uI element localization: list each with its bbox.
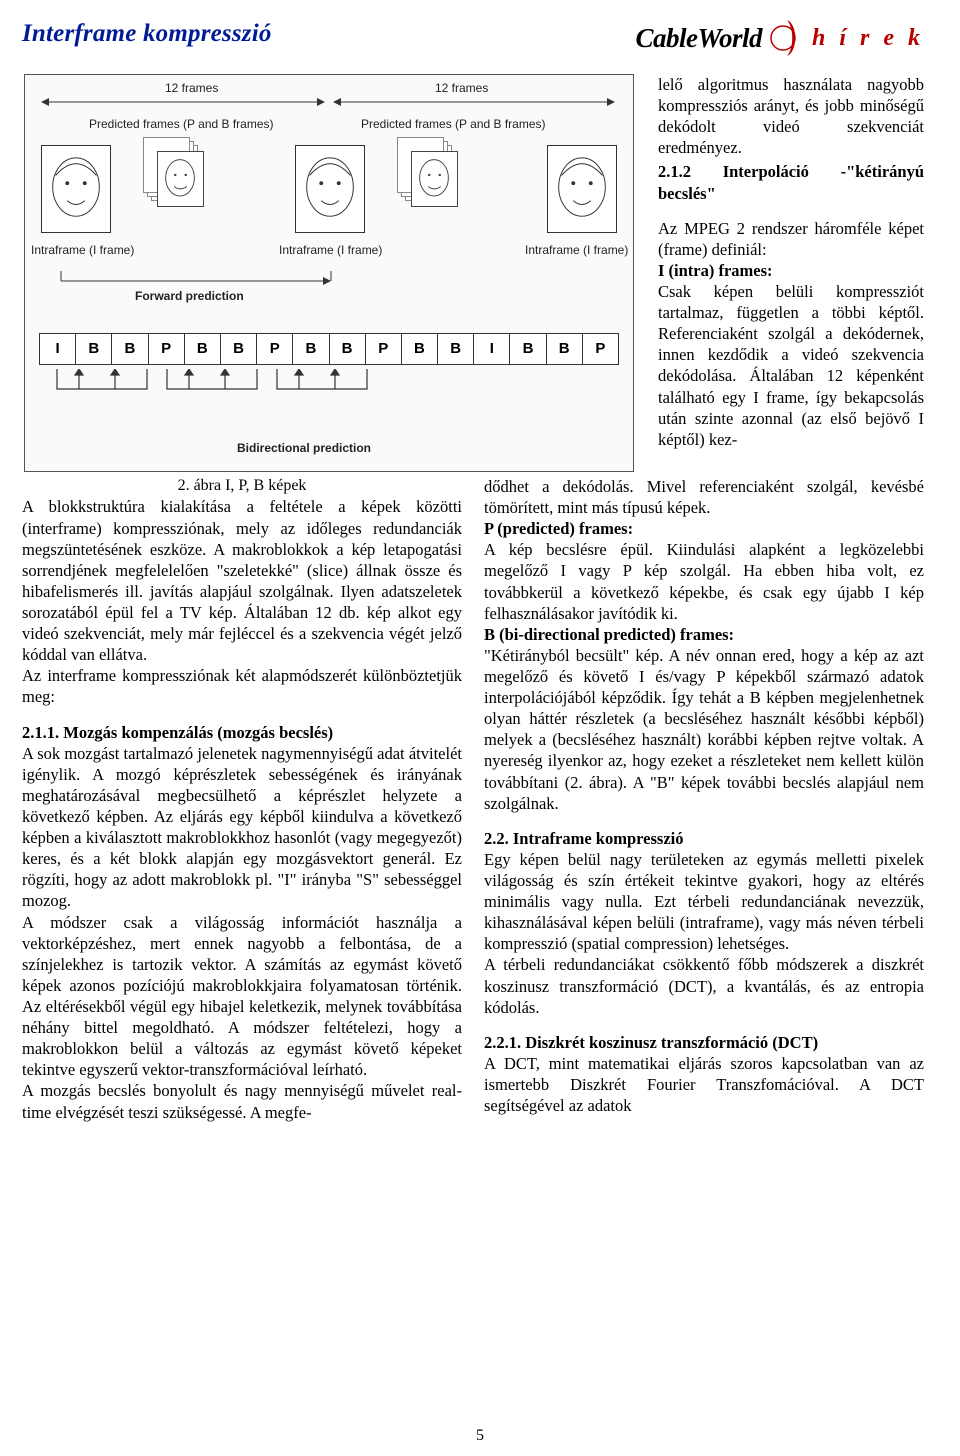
logo-subtitle: h í r e k xyxy=(812,23,924,54)
fwd-arrow xyxy=(39,271,619,301)
label-intra-2: Intraframe (I frame) xyxy=(279,243,382,258)
heading-motion: 2.1.1. Mozgás kompenzálás (mozgás becslé… xyxy=(22,722,462,743)
left-p5: A mozgás becslés bonyolult és nagy menny… xyxy=(22,1080,462,1122)
right-column: dődhet a dekódolás. Mivel referenciaként… xyxy=(484,476,924,1123)
bidir-arrows xyxy=(39,369,619,439)
heading-pframes: P (predicted) frames: xyxy=(484,518,924,539)
label-bidir: Bidirectional prediction xyxy=(237,441,371,456)
lead-para: lelő algoritmus használata nagyobb kompr… xyxy=(658,74,924,158)
dct-text: A DCT, mint matematikai eljárás szoros k… xyxy=(484,1053,924,1116)
gop-cell: P xyxy=(582,333,619,365)
bframes-text: "Kétirányból becsült" kép. A név onnan e… xyxy=(484,645,924,814)
pframes-text: A kép becslésre épül. Kiindulási alapkén… xyxy=(484,539,924,623)
right-side-narrow: lelő algoritmus használata nagyobb kompr… xyxy=(658,74,924,476)
gop-cell: B xyxy=(329,333,365,365)
gop-cell: B xyxy=(220,333,256,365)
iframes-a: Csak képen belüli kompressziót tartalmaz… xyxy=(658,281,924,450)
heading-dct: 2.2.1. Diszkrét koszinusz transzformáció… xyxy=(484,1032,924,1053)
heading-interp: 2.1.2 Interpoláció -"kétirányú becslés" xyxy=(658,161,924,203)
mpeg-intro: Az MPEG 2 rendszer háromféle képet (fram… xyxy=(658,218,924,260)
intra-p2: A térbeli redundanciákat csökkentő főbb … xyxy=(484,954,924,1017)
gop-cell: B xyxy=(509,333,545,365)
predicted-stack-1 xyxy=(157,151,204,207)
label-fwd: Forward prediction xyxy=(135,289,244,304)
gop-cell: I xyxy=(39,333,75,365)
iframe-face-3 xyxy=(547,145,617,233)
gop-cell: B xyxy=(437,333,473,365)
swoosh-icon xyxy=(770,18,804,58)
iframes-b: dődhet a dekódolás. Mivel referenciaként… xyxy=(484,476,924,518)
heading-iframes: I (intra) frames: xyxy=(658,260,924,281)
gop-cell: B xyxy=(292,333,328,365)
arrow-row-top xyxy=(39,95,619,109)
gop-cell: B xyxy=(75,333,111,365)
logo-text: CableWorld xyxy=(635,21,762,56)
page-header: Interframe kompresszió CableWorld h í r … xyxy=(22,18,924,58)
gop-cell: P xyxy=(148,333,184,365)
heading-intra: 2.2. Intraframe kompresszió xyxy=(484,828,924,849)
page-number: 5 xyxy=(476,1426,484,1446)
figure-caption: 2. ábra I, P, B képek xyxy=(22,476,462,496)
gop-cell: B xyxy=(546,333,582,365)
iframe-face-1 xyxy=(41,145,111,233)
gop-cell: P xyxy=(365,333,401,365)
gop-cell: I xyxy=(473,333,509,365)
predicted-stack-2 xyxy=(411,151,458,207)
gop-cell: B xyxy=(401,333,437,365)
left-p2: Az interframe kompressziónak két alapmód… xyxy=(22,665,462,707)
label-intra-3: Intraframe (I frame) xyxy=(525,243,628,258)
label-pred-l: Predicted frames (P and B frames) xyxy=(89,117,274,132)
label-intra-1: Intraframe (I frame) xyxy=(31,243,134,258)
left-p4: A módszer csak a világosság információt … xyxy=(22,912,462,1081)
left-column: 2. ábra I, P, B képek A blokkstruktúra k… xyxy=(22,476,462,1123)
gop-cell: B xyxy=(111,333,147,365)
left-p1: A blokkstruktúra kialakítása a feltétele… xyxy=(22,496,462,665)
left-p3: A sok mozgást tartalmazó jelenetek nagym… xyxy=(22,743,462,912)
heading-bframes: B (bi-directional predicted) frames: xyxy=(484,624,924,645)
logo: CableWorld h í r e k xyxy=(635,18,924,58)
iframe-face-2 xyxy=(295,145,365,233)
intra-p1: Egy képen belül nagy területeken az egym… xyxy=(484,849,924,955)
gop-cell: B xyxy=(184,333,220,365)
label-pred-r: Predicted frames (P and B frames) xyxy=(361,117,546,132)
frames-figure: 12 frames 12 frames Predicted frames (P … xyxy=(24,74,634,472)
gop-cell: P xyxy=(256,333,292,365)
gop-sequence-row: I B B P B B P B B P B B I B B P xyxy=(39,333,619,365)
page-title: Interframe kompresszió xyxy=(22,18,272,50)
